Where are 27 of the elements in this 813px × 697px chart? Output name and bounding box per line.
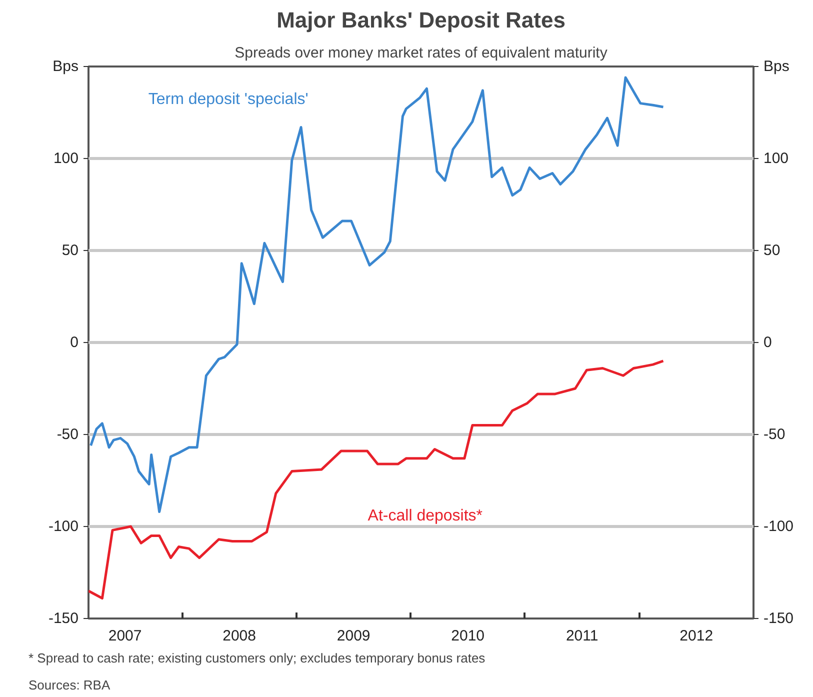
text: At-call deposits* [368, 508, 483, 525]
y-tick-label: -50 [56, 426, 79, 443]
chart-subtitle: Spreads over money market rates of equivalent maturity [234, 44, 608, 62]
y-tick-label: 50 [62, 242, 79, 259]
y2-tick-label: 50 [764, 242, 780, 259]
x-tick-label: 2009 [336, 628, 370, 644]
y-tick-label: Bps [52, 58, 79, 75]
y2-tick-label: -150 [764, 610, 794, 627]
y2-tick-label: 100 [764, 150, 789, 167]
y-tick-label: -100 [48, 518, 79, 535]
y2-tick-label: -100 [764, 518, 794, 535]
y2-tick-label: 0 [764, 334, 772, 351]
y-tick-label: -150 [48, 610, 79, 627]
line-series [88, 360, 664, 600]
y-tick-label: 100 [53, 150, 79, 167]
x-tick-label: 2012 [680, 628, 714, 644]
x-tick-label: 2008 [222, 628, 256, 644]
x-tick-label: 2007 [108, 628, 142, 644]
chart-title: Major Banks' Deposit Rates [276, 8, 566, 32]
text: * Spread to cash rate; existing customers only; excludes temporary bonus rates [28, 650, 486, 666]
y-tick-label: 0 [70, 334, 78, 351]
series-label: Term deposit 'specials' [148, 90, 308, 108]
x-tick-label: 2010 [451, 628, 485, 644]
y2-tick-label: Bps [764, 58, 790, 75]
x-tick-label: 2011 [566, 628, 598, 644]
y2-tick-label: -50 [764, 426, 786, 443]
source-note: Sources: RBA [28, 678, 110, 692]
